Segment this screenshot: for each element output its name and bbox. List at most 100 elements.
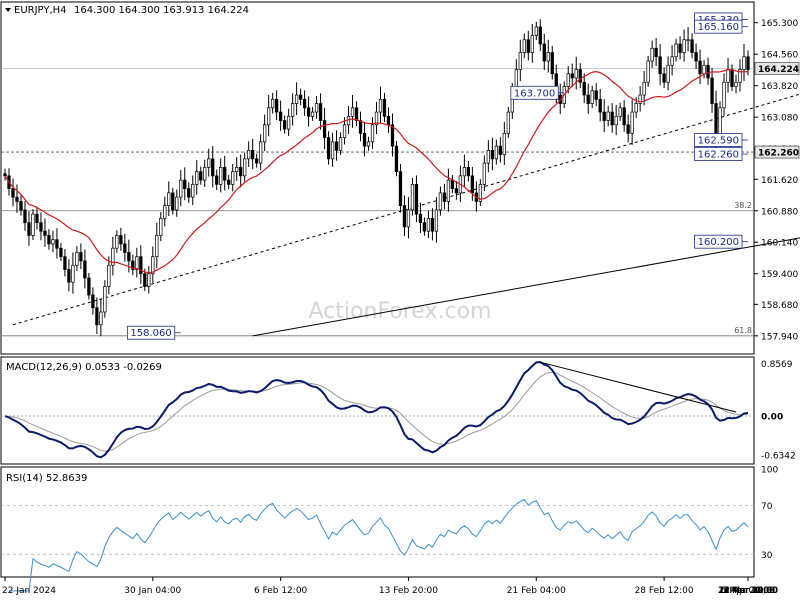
candle-body	[119, 235, 123, 245]
candle-body	[682, 39, 686, 53]
candle-body	[602, 111, 606, 121]
candle-body	[79, 252, 83, 262]
candle-body	[550, 52, 554, 75]
candle-body	[87, 277, 91, 296]
candle-body	[135, 256, 139, 270]
candle-body	[310, 111, 315, 117]
candle-body	[195, 171, 199, 185]
candle-body	[506, 111, 510, 134]
candle-body	[658, 56, 662, 75]
macd-tick-label: 0.00	[761, 413, 783, 423]
candle-body	[314, 103, 319, 113]
candle-body	[203, 167, 207, 181]
x-tick-label: 22 Jan 2024	[2, 586, 56, 596]
candle-body	[414, 184, 419, 215]
candle-body	[486, 149, 490, 164]
y-tick-label: 160.880	[761, 207, 798, 217]
candle-body	[139, 256, 143, 275]
macd-layer: 0.8569 0.00 -0.6342	[1, 360, 796, 461]
candle-body	[734, 81, 738, 87]
candle-body	[438, 192, 443, 211]
y-tick-label: 158.680	[761, 301, 798, 311]
candle-body	[382, 98, 387, 117]
candle-body	[442, 192, 447, 202]
candle-body	[518, 52, 522, 70]
candle-body	[179, 179, 183, 198]
candle-body	[278, 111, 283, 121]
swing-label: 162.590	[698, 136, 739, 147]
candle-body	[15, 196, 19, 202]
candle-body	[143, 273, 147, 287]
candle-body	[107, 264, 111, 287]
candle-body	[482, 162, 487, 185]
candle-body	[147, 273, 151, 287]
candle-body	[27, 222, 31, 236]
candle-body	[330, 141, 335, 160]
candle-body	[123, 243, 127, 253]
candle-body	[542, 43, 546, 62]
candle-body	[450, 179, 455, 189]
candle-body	[570, 73, 574, 79]
candle-body	[191, 184, 195, 198]
candle-body	[622, 107, 626, 126]
candle-body	[354, 107, 359, 121]
x-tick-label: 12 Apr 12:00	[719, 586, 778, 596]
candle-body	[131, 260, 135, 270]
chevron-down-icon	[5, 8, 11, 12]
candle-body	[43, 230, 47, 236]
price-panel-frame	[0, 1, 755, 355]
candle-body	[590, 90, 594, 104]
candle-body	[394, 145, 399, 172]
time-axis: 22 Jan 2024 30 Jan 04:00 6 Feb 12:00 13 Feb…	[2, 577, 778, 596]
candle-body	[446, 179, 451, 202]
candle-body	[694, 52, 698, 62]
candle-body	[478, 184, 483, 202]
candle-body	[215, 175, 219, 185]
candle-body	[638, 94, 642, 104]
candle-body	[726, 69, 730, 83]
levels-layer: 38.2 61.8	[1, 68, 754, 337]
fib-label: 38.2	[734, 201, 752, 210]
candle-body	[398, 171, 403, 207]
candle-body	[211, 158, 215, 177]
candle-body	[746, 56, 750, 70]
candle-body	[426, 218, 431, 232]
candle-body	[151, 256, 155, 275]
swing-label: 162.260	[698, 150, 739, 161]
candle-body	[466, 167, 471, 177]
x-tick-label: 21 Feb 04:00	[507, 586, 566, 596]
candle-body	[454, 188, 459, 194]
y-tick-label: 159.400	[761, 270, 798, 280]
candle-body	[606, 111, 610, 121]
x-tick-label: 5 Apr 04:00	[722, 586, 775, 596]
y-tick-label: 160.140	[761, 239, 798, 249]
candle-body	[462, 167, 467, 177]
trendlines-layer	[12, 93, 800, 337]
candle-body	[255, 158, 259, 164]
candle-body	[3, 173, 7, 177]
candle-body	[175, 196, 179, 211]
candle-body	[223, 167, 227, 181]
candle-body	[290, 103, 295, 117]
watermark: ActionForex.com	[309, 299, 492, 324]
candle-body	[502, 132, 506, 155]
candle-body	[630, 111, 634, 134]
candle-body	[666, 64, 670, 83]
candle-body	[406, 209, 411, 228]
candle-body	[698, 60, 702, 75]
candle-body	[410, 184, 415, 211]
axis-price-tag	[754, 145, 800, 159]
candle-body	[39, 222, 43, 232]
candle-body	[742, 56, 746, 70]
candle-body	[390, 124, 395, 147]
macd-tick-label: 0.8569	[761, 360, 793, 370]
candle-body	[574, 69, 578, 79]
candle-body	[23, 209, 27, 224]
candle-body	[243, 158, 247, 177]
trendline	[12, 93, 800, 326]
candle-body	[674, 43, 678, 58]
candle-body	[430, 218, 435, 232]
swing-label: 160.200	[698, 237, 739, 248]
